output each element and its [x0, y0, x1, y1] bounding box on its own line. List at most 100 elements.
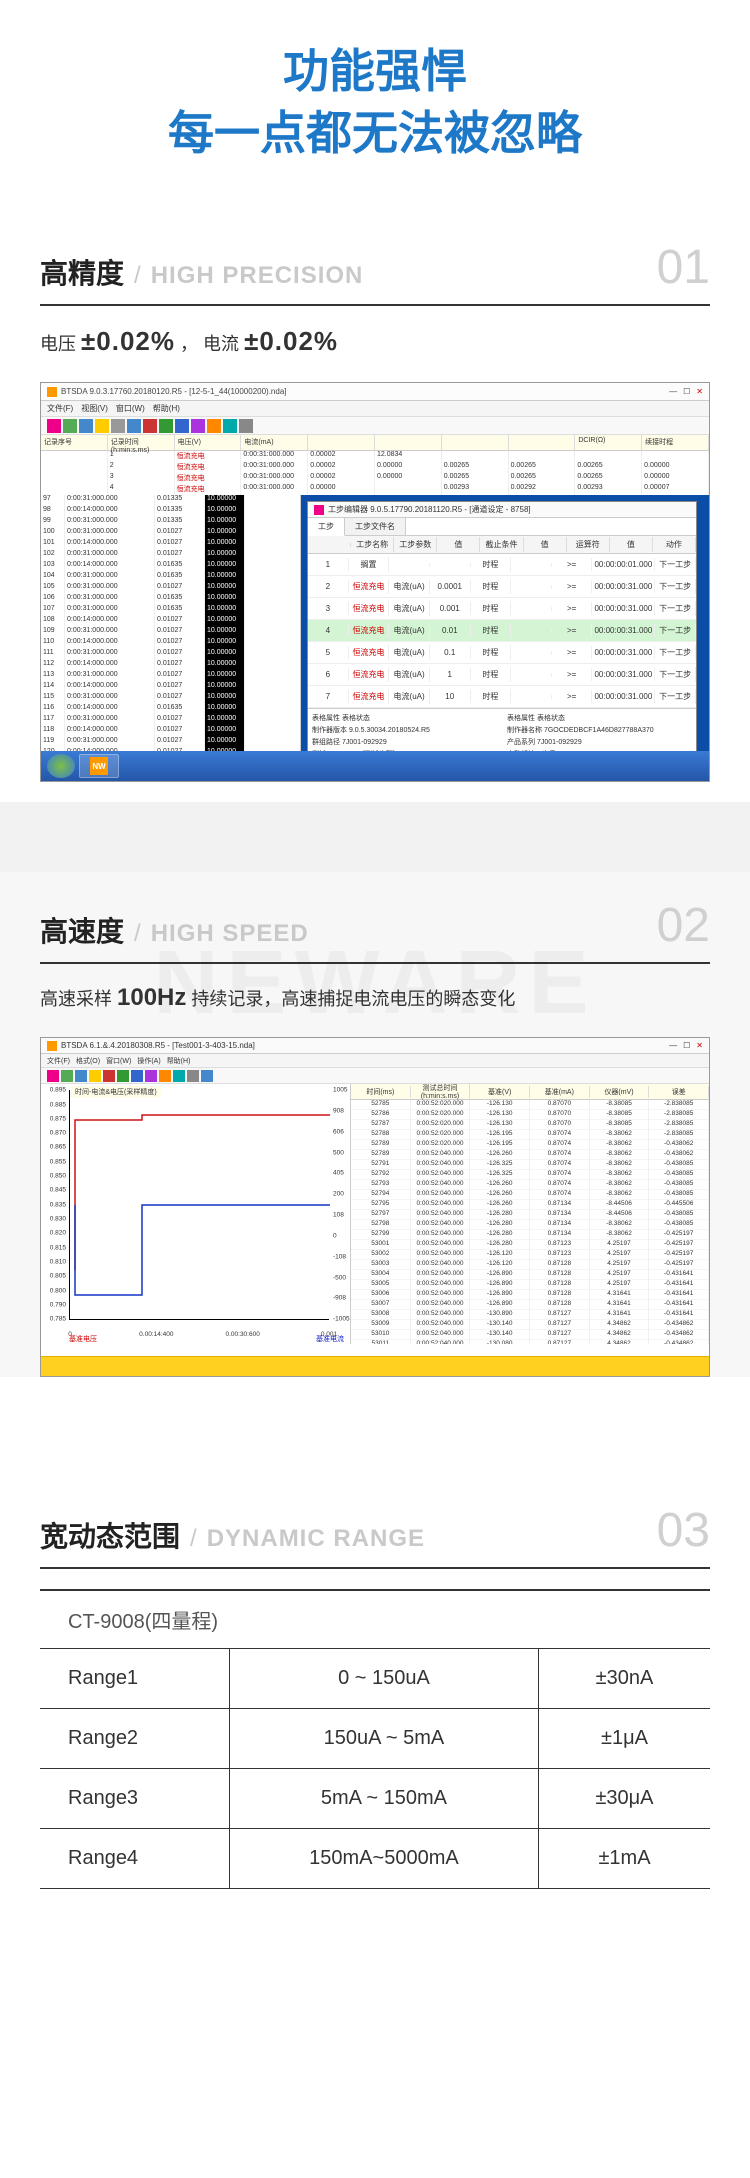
tool-icon[interactable]	[175, 419, 189, 433]
s1-spec-v1: ±0.02%	[81, 326, 175, 356]
tab-steps[interactable]: 工步	[308, 518, 345, 536]
close-icon[interactable]: ✕	[696, 387, 703, 396]
tool-icon[interactable]	[207, 419, 221, 433]
tool-icon[interactable]	[95, 419, 109, 433]
taskbar-app[interactable]: NW	[79, 754, 119, 778]
ss1-right-area: 工步编辑器 9.0.5.17790.20181120.R5 - [通道设定 - …	[301, 495, 709, 782]
popup-title-text: 工步编辑器 9.0.5.17790.20181120.R5 - [通道设定 - …	[328, 504, 531, 515]
tool-icon[interactable]	[223, 419, 237, 433]
menu-item[interactable]: 文件(F)	[47, 1056, 70, 1066]
section-dynamic-range: 宽动态范围 / DYNAMIC RANGE 03 CT-9008(四量程) Ra…	[0, 1487, 750, 1929]
tool-icon[interactable]	[47, 1070, 59, 1082]
ss2-titlebar: BTSDA 6.1.&.4.20180308.R5 - [Test001-3-4…	[41, 1038, 709, 1054]
tool-icon[interactable]	[111, 419, 125, 433]
s1-spec-p1: 电压	[40, 334, 76, 354]
chart-svg	[70, 1090, 330, 1320]
s1-spec: 电压 ±0.02% ， 电流 ±0.02%	[40, 326, 710, 357]
s1-title-en: HIGH PRECISION	[151, 262, 364, 290]
menu-item[interactable]: 操作(A)	[137, 1056, 160, 1066]
range-cell: ±1mA	[538, 1829, 710, 1889]
range-cell: 0 ~ 150uA	[229, 1649, 538, 1709]
divider-2	[0, 1377, 750, 1487]
menu-item[interactable]: 文件(F)	[47, 403, 73, 414]
app-icon	[47, 1041, 57, 1051]
legend-voltage: 基准电压	[69, 1334, 97, 1344]
tool-icon[interactable]	[239, 419, 253, 433]
tool-icon[interactable]	[143, 419, 157, 433]
tool-icon[interactable]	[159, 419, 173, 433]
menu-item[interactable]: 窗口(W)	[116, 403, 145, 414]
screenshot-speed: BTSDA 6.1.&.4.20180308.R5 - [Test001-3-4…	[40, 1037, 710, 1377]
y-ticks-right: 10059086065004052001080-108-500-908-1005	[331, 1090, 349, 1319]
menu-item[interactable]: 帮助(H)	[153, 403, 180, 414]
close-icon[interactable]: ✕	[696, 1041, 703, 1050]
s1-spec-v2: ±0.02%	[244, 326, 338, 356]
tool-icon[interactable]	[145, 1070, 157, 1082]
tool-icon[interactable]	[191, 419, 205, 433]
s3-title-cn: 宽动态范围	[40, 1515, 180, 1555]
legend-current: 基准电流	[316, 1334, 344, 1344]
hero-title: 功能强悍 每一点都无法被忽略	[20, 40, 730, 164]
tool-icon[interactable]	[75, 1070, 87, 1082]
divider-1	[0, 802, 750, 872]
popup-icon	[314, 505, 324, 515]
range-cell: 150uA ~ 5mA	[229, 1709, 538, 1769]
ss1-column-headers: 记录序号记录时间(h:min:s.ms)电压(V)电流(mA)DCIR(Ω)续接…	[41, 435, 709, 451]
current-line	[75, 1205, 330, 1295]
taskbar: NW	[41, 751, 709, 781]
tool-icon[interactable]	[61, 1070, 73, 1082]
tool-icon[interactable]	[173, 1070, 185, 1082]
menu-item[interactable]: 帮助(H)	[167, 1056, 191, 1066]
menu-item[interactable]: 窗口(W)	[106, 1056, 131, 1066]
minimize-icon[interactable]: —	[669, 1041, 677, 1050]
range-table: CT-9008(四量程) Range10 ~ 150uA±30nARange21…	[40, 1589, 710, 1889]
popup-titlebar: 工步编辑器 9.0.5.17790.20181120.R5 - [通道设定 - …	[308, 502, 696, 518]
s2-title-cn: 高速度	[40, 910, 124, 950]
tool-icon[interactable]	[79, 419, 93, 433]
range-cell: Range2	[40, 1709, 229, 1769]
menu-item[interactable]: 格式(O)	[76, 1056, 100, 1066]
range-model: CT-9008(四量程)	[40, 1590, 710, 1649]
hero: 功能强悍 每一点都无法被忽略	[0, 0, 750, 214]
app-icon	[47, 387, 57, 397]
tool-icon[interactable]	[127, 419, 141, 433]
s1-num: 01	[657, 244, 710, 292]
ss1-left-panel: 970:00:31:000.0000.0133510.00000980:00:1…	[41, 495, 301, 782]
maximize-icon[interactable]: ☐	[683, 1041, 690, 1050]
start-button[interactable]	[47, 754, 75, 778]
data-rows: 527850:00:52:020.000-126.1300.87070-8.38…	[351, 1100, 709, 1344]
s2-spec: 高速采样 100Hz 持续记录，高速捕捉电流电压的瞬态变化	[40, 984, 710, 1012]
voltage-line	[75, 1115, 330, 1270]
minimize-icon[interactable]: —	[669, 387, 677, 396]
s3-title-en: DYNAMIC RANGE	[207, 1525, 425, 1553]
tool-icon[interactable]	[117, 1070, 129, 1082]
range-cell: Range4	[40, 1829, 229, 1889]
tab-stepfile[interactable]: 工步文件名	[345, 518, 406, 535]
ss2-data-table: 时间(ms)测试总时间(h:min:s.ms)基准(V)基准(mA)仪器(mV)…	[351, 1084, 709, 1344]
hero-line1: 功能强悍	[283, 45, 467, 97]
tool-icon[interactable]	[47, 419, 61, 433]
tool-icon[interactable]	[159, 1070, 171, 1082]
ss2-menubar: 文件(F) 格式(O) 窗口(W) 操作(A) 帮助(H)	[41, 1054, 709, 1068]
section-header-1: 高精度 / HIGH PRECISION 01	[40, 244, 710, 306]
range-cell: ±30nA	[538, 1649, 710, 1709]
tool-icon[interactable]	[103, 1070, 115, 1082]
step-table-header: 工步名称工步参数值截止条件值运算符值动作	[308, 536, 696, 554]
ss2-statusbar	[41, 1356, 709, 1376]
tool-icon[interactable]	[63, 419, 77, 433]
tool-icon[interactable]	[187, 1070, 199, 1082]
s2-spec-s: 持续记录，高速捕捉电流电压的瞬态变化	[191, 989, 515, 1009]
s2-spec-v: 100Hz	[117, 984, 186, 1011]
menu-item[interactable]: 视图(V)	[81, 403, 108, 414]
range-cell: ±30μA	[538, 1769, 710, 1829]
ss2-title: BTSDA 6.1.&.4.20180308.R5 - [Test001-3-4…	[61, 1041, 255, 1050]
tool-icon[interactable]	[131, 1070, 143, 1082]
range-tbody: Range10 ~ 150uA±30nARange2150uA ~ 5mA±1μ…	[40, 1649, 710, 1889]
maximize-icon[interactable]: ☐	[683, 387, 690, 396]
section-header-3: 宽动态范围 / DYNAMIC RANGE 03	[40, 1507, 710, 1569]
slash: /	[190, 1525, 197, 1553]
tool-icon[interactable]	[89, 1070, 101, 1082]
tool-icon[interactable]	[201, 1070, 213, 1082]
slash: /	[134, 262, 141, 290]
hero-line2: 每一点都无法被忽略	[168, 107, 582, 159]
